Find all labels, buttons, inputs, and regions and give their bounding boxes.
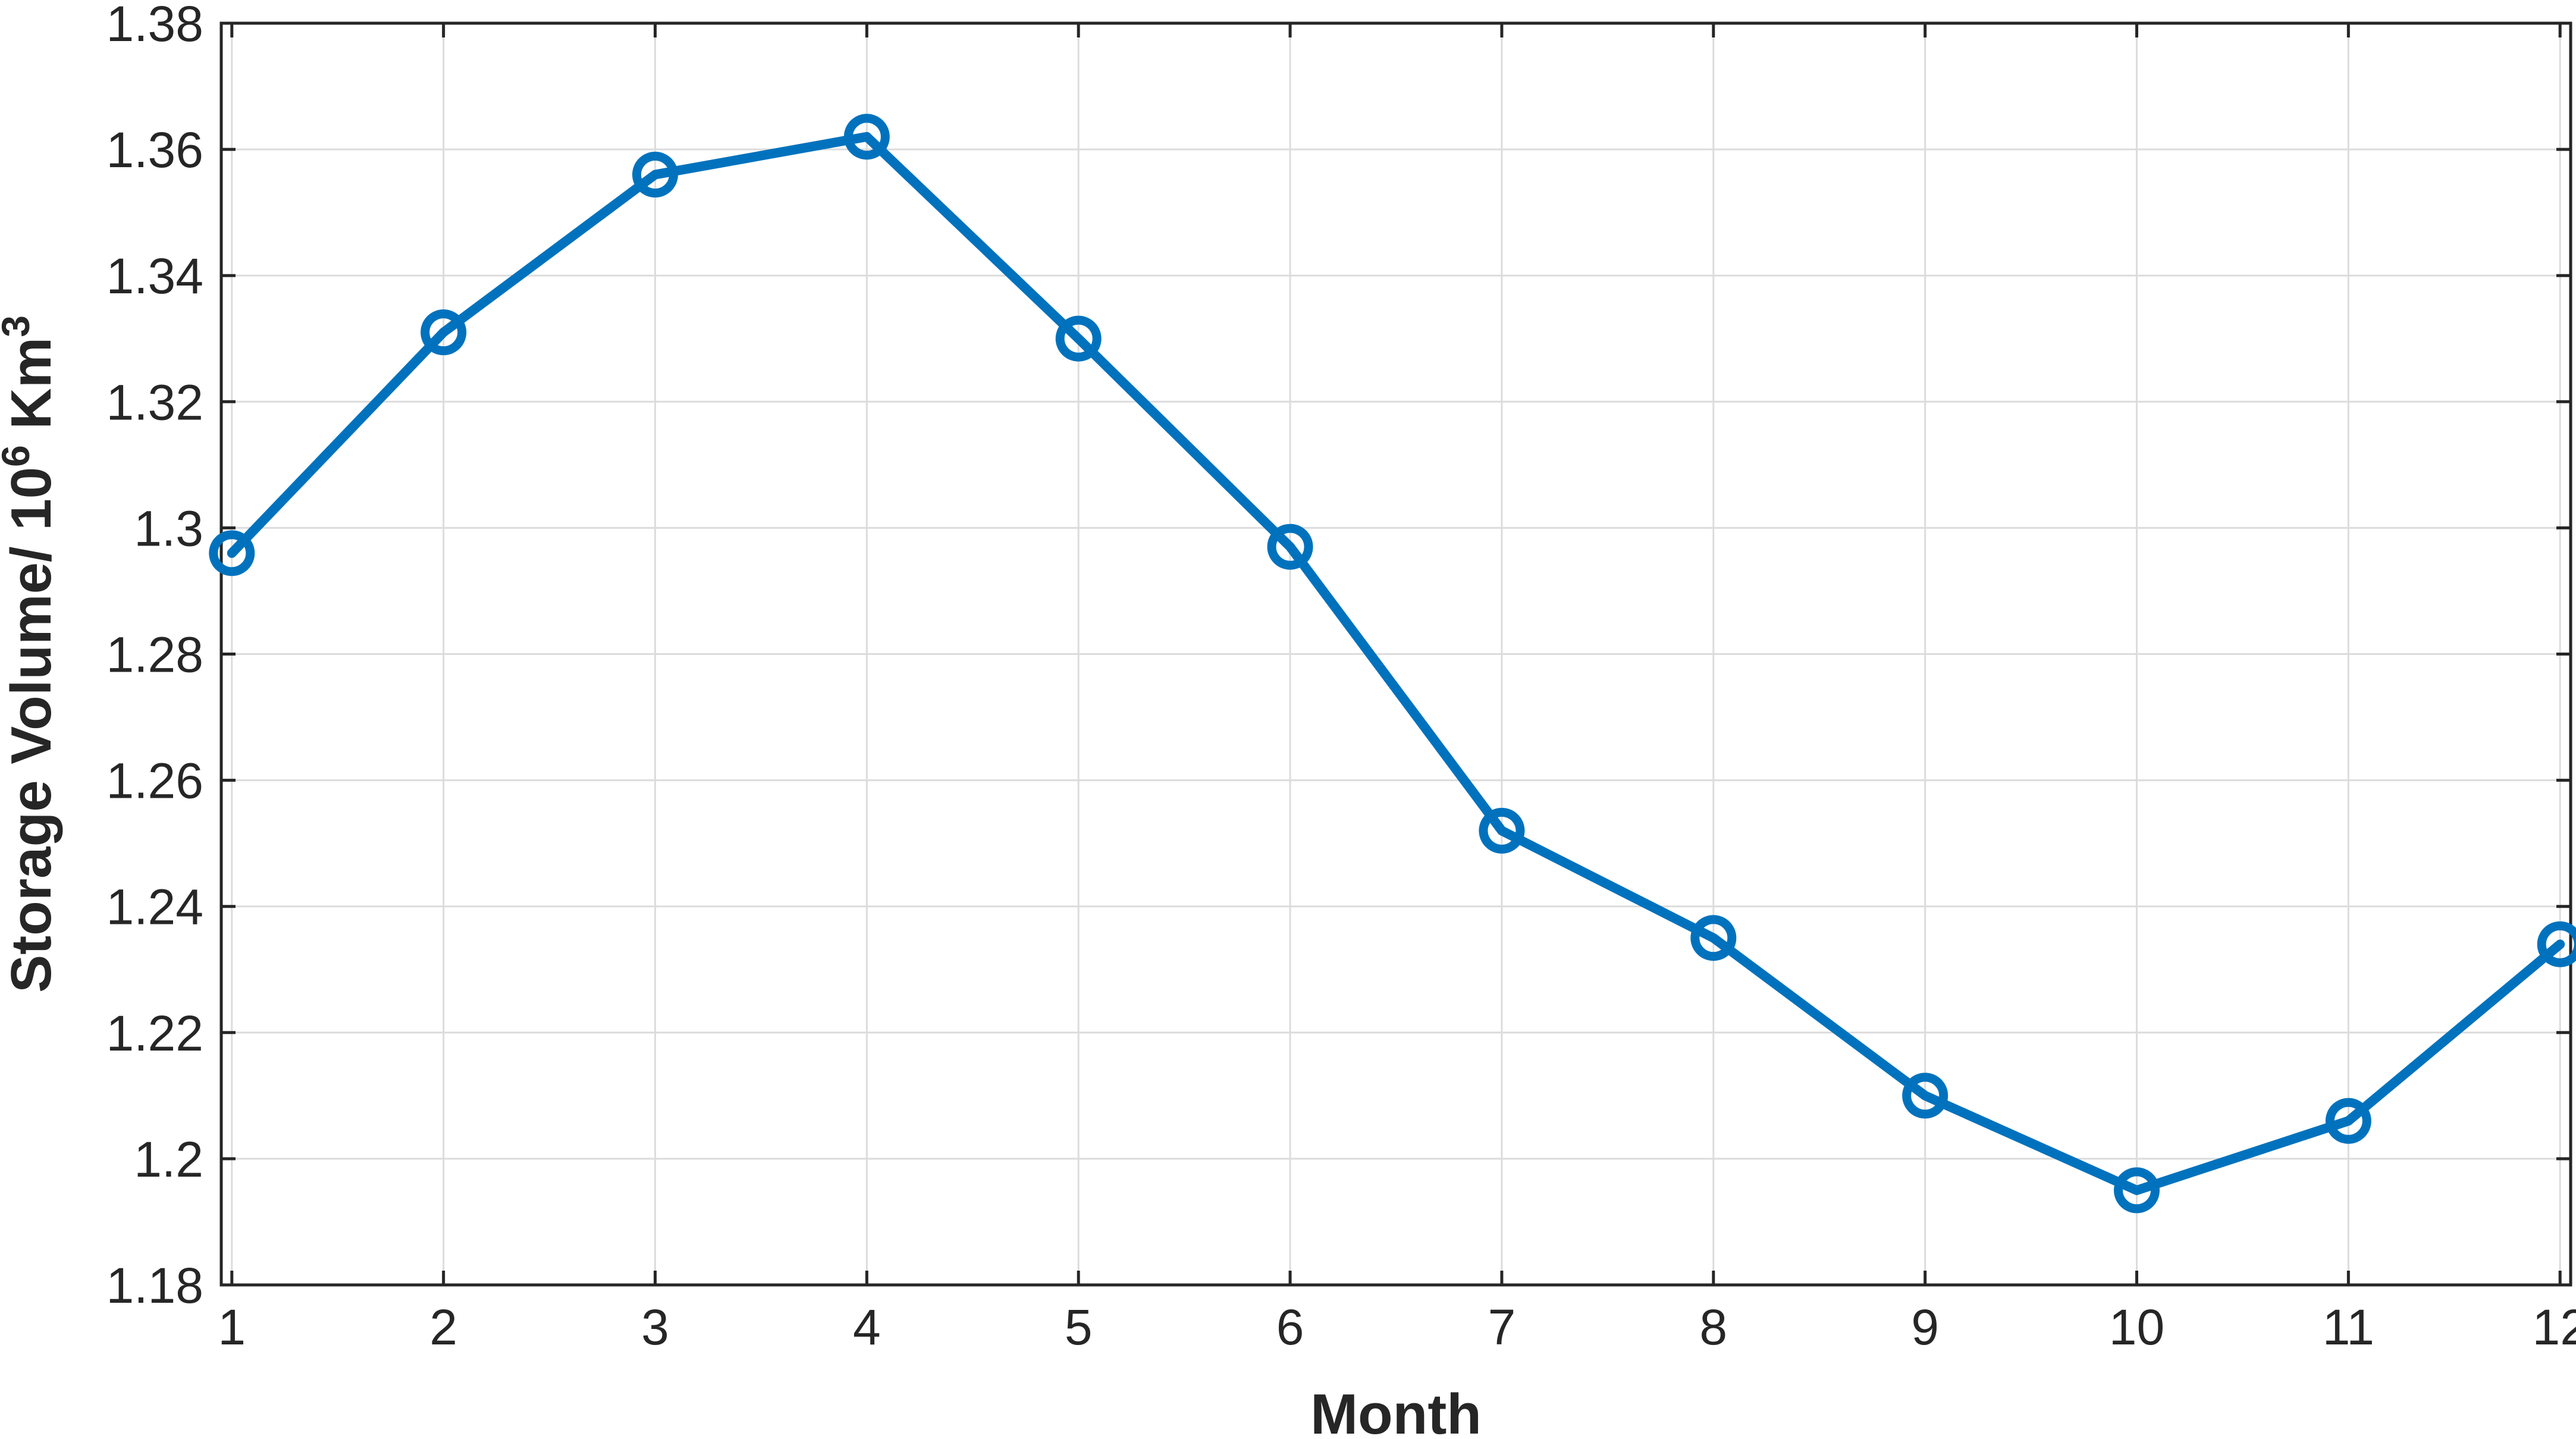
data-point-marker [2537, 921, 2576, 967]
x-tick-label: 3 [641, 1299, 669, 1355]
x-tick-label: 5 [1065, 1299, 1093, 1355]
axis-ticks [221, 21, 2571, 1287]
data-point-marker [1690, 915, 1737, 961]
x-tick-label: 6 [1276, 1299, 1304, 1355]
data-point-marker [1267, 523, 1313, 570]
data-point-marker [421, 309, 467, 356]
y-tick-label: 1.2 [134, 1131, 203, 1187]
y-axis-title-main: Storage Volume/ 10 [0, 467, 63, 993]
x-tick-label: 12 [2532, 1299, 2576, 1355]
data-point-marker [2325, 1098, 2371, 1144]
data-series [209, 114, 2576, 1214]
data-point-marker [1055, 315, 1102, 362]
y-tick-label: 1.34 [106, 248, 204, 304]
x-axis-title: Month [1310, 1382, 1482, 1439]
tick-labels: 1 2 3 4 5 6 7 8 9 10 11 121.181.21.221.241.261.281.… [106, 0, 2576, 1355]
series-line [227, 131, 2565, 1195]
data-point-marker [1479, 807, 1525, 854]
y-tick-label: 1.26 [106, 753, 204, 809]
y-tick-label: 1.38 [106, 0, 204, 52]
y-axis-title-unit-exp: 3 [0, 315, 37, 337]
grid-lines [221, 22, 2571, 1286]
data-point-marker [1902, 1073, 1949, 1119]
x-tick-label: 1 [218, 1299, 246, 1355]
y-tick-label: 1.18 [106, 1258, 204, 1313]
y-tick-label: 1.36 [106, 122, 204, 178]
data-point-marker [2113, 1167, 2160, 1214]
x-tick-label: 11 [2323, 1299, 2374, 1355]
y-tick-label: 1.3 [134, 500, 203, 556]
x-tick-label: 7 [1488, 1299, 1516, 1355]
x-tick-label: 4 [853, 1299, 881, 1355]
data-point-marker [632, 152, 679, 198]
y-tick-label: 1.28 [106, 627, 204, 683]
y-tick-label: 1.22 [106, 1005, 204, 1061]
y-axis-title: Storage Volume/ 106 Km3 [0, 315, 63, 993]
x-tick-label: 2 [429, 1299, 457, 1355]
y-tick-label: 1.32 [106, 374, 204, 430]
x-tick-label: 8 [1699, 1299, 1727, 1355]
data-point-marker [209, 530, 255, 576]
data-point-marker [843, 114, 890, 160]
x-tick-label: 9 [1911, 1299, 1939, 1355]
y-axis-title-unit: Km [0, 337, 63, 445]
y-axis-title-exp: 6 [0, 445, 37, 467]
y-tick-label: 1.24 [106, 879, 204, 935]
x-tick-label: 10 [2109, 1299, 2164, 1355]
